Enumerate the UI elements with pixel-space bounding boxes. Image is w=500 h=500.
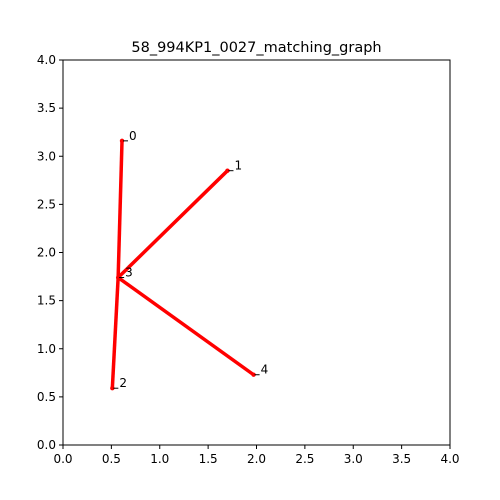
x-tick-label: 3.5	[392, 452, 411, 466]
y-tick-label: 1.5	[37, 294, 56, 308]
graph-edge-3-1	[116, 169, 229, 279]
graph-node-2	[110, 386, 115, 391]
y-tick-label: 4.0	[37, 53, 56, 67]
x-tick-label: 0.5	[102, 452, 121, 466]
graph-node-3	[115, 275, 121, 280]
x-tick-label: 2.5	[295, 452, 314, 466]
y-tick-label: 0.0	[37, 438, 56, 452]
graph-node-4	[251, 372, 256, 377]
x-tick-label: 3.0	[344, 452, 363, 466]
graph-edge-3-4	[117, 276, 255, 377]
x-tick-label: 1.5	[199, 452, 218, 466]
graph-nodes: 0 1 2 3 4	[110, 129, 268, 391]
y-tick-label: 3.5	[37, 101, 56, 115]
graph-edge-3-2	[110, 277, 120, 389]
x-tick-label: 0.0	[53, 452, 72, 466]
y-axis: 0.0 0.5 1.0 1.5 2.0 2.5 3.0 3.5 4.0	[37, 53, 63, 452]
graph-edges	[110, 140, 255, 389]
y-tick-label: 1.0	[37, 342, 56, 356]
node-label-2: 2	[119, 376, 127, 390]
node-label-1: 1	[234, 159, 242, 173]
x-tick-label: 4.0	[440, 452, 459, 466]
y-tick-label: 2.0	[37, 246, 56, 260]
graph-edge-3-0	[116, 140, 124, 278]
x-tick-label: 2.0	[247, 452, 266, 466]
x-tick-label: 1.0	[150, 452, 169, 466]
node-label-3: 3	[125, 266, 133, 280]
graph-node-1	[225, 168, 230, 173]
y-tick-label: 0.5	[37, 390, 56, 404]
chart-title: 58_994KP1_0027_matching_graph	[131, 40, 381, 56]
node-label-0: 0	[129, 129, 137, 143]
node-label-4: 4	[261, 363, 269, 377]
y-tick-label: 3.0	[37, 149, 56, 163]
x-axis: 0.0 0.5 1.0 1.5 2.0 2.5 3.0 3.5 4.0	[53, 445, 460, 466]
y-tick-label: 2.5	[37, 197, 56, 211]
graph-node-0	[119, 138, 125, 144]
